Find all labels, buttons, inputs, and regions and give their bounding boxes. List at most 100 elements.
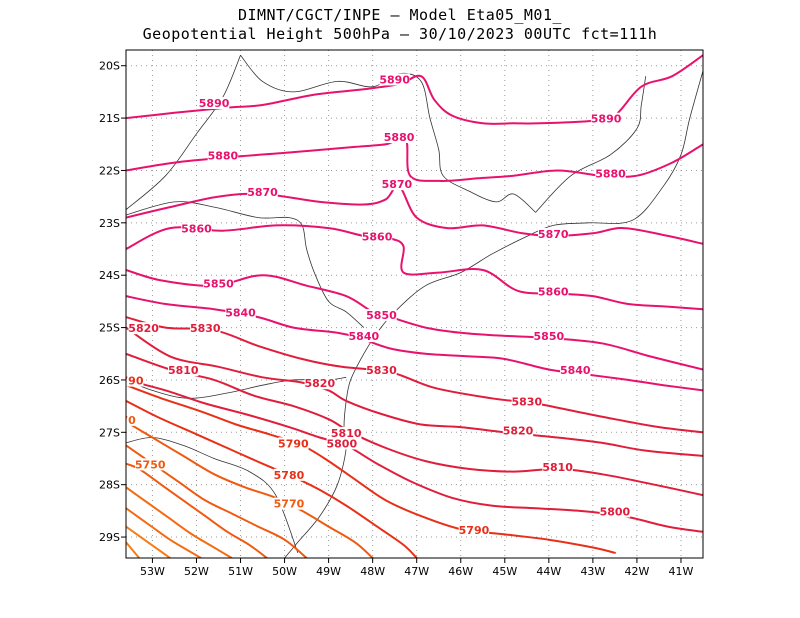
contour-label: 5860 — [538, 286, 569, 299]
contour-5730 — [126, 507, 202, 558]
contour-5740 — [126, 486, 233, 558]
longitude-axis: 53W 52W 51W 50W 49W 48W 47W 46W 45W 44W 43W 42W 41W — [140, 558, 694, 578]
contour-5780 — [126, 399, 418, 558]
geopotential-contours — [126, 54, 703, 558]
contour-label: 5870 — [382, 178, 413, 191]
contour-label: 5840 — [349, 330, 380, 343]
contour-5810 — [126, 352, 703, 497]
border-argentina — [126, 356, 127, 357]
contour-label: 5830 — [512, 396, 543, 409]
contour-label-bg — [207, 149, 239, 162]
lon-tick-label: 44W — [536, 565, 561, 578]
lat-tick-label: 22S — [99, 164, 120, 177]
lon-tick-label: 50W — [272, 565, 297, 578]
state-border-ms-sp — [126, 55, 241, 211]
contour-label-bg — [203, 277, 234, 290]
contour-label-bg — [538, 227, 569, 240]
contour-label: 5800 — [327, 437, 358, 450]
contour-label-bg — [511, 395, 543, 408]
lat-tick-label: 25S — [99, 322, 120, 335]
contour-label-bg — [458, 523, 490, 536]
contour-5870 — [126, 184, 703, 245]
contour-label: 5840 — [560, 364, 591, 377]
contour-label: 5890 — [199, 97, 230, 110]
map-title-line1: DIMNT/CGCT/INPE – Model Eta05_M01_ — [237, 6, 563, 24]
contour-label: 5850 — [534, 330, 565, 343]
contour-label: 5850 — [366, 309, 397, 322]
lon-tick-label: 49W — [316, 565, 341, 578]
lat-tick-label: 28S — [99, 479, 120, 492]
contour-label: 5880 — [595, 168, 626, 181]
lon-tick-label: 48W — [360, 565, 385, 578]
lon-tick-label: 47W — [404, 565, 429, 578]
contour-label-bg — [599, 505, 631, 518]
contour-label-bg — [381, 178, 413, 191]
contour-5720 — [126, 525, 171, 558]
contour-label: 5820 — [304, 377, 335, 390]
contour-label: 5780 — [274, 469, 305, 482]
contour-label-bg — [128, 322, 159, 335]
contour-5750 — [126, 462, 268, 558]
contour-label-bg — [247, 186, 278, 199]
contour-label: 5890 — [591, 113, 622, 126]
contour-label: 5810 — [168, 364, 199, 377]
lon-tick-label: 42W — [624, 565, 649, 578]
lon-tick-label: 51W — [228, 565, 253, 578]
coastline — [284, 70, 703, 558]
contour-label: 5840 — [225, 306, 256, 319]
contour-label: 5750 — [135, 458, 166, 471]
contour-label-bg — [560, 364, 591, 377]
lat-lon-gridlines — [126, 50, 703, 558]
contour-label: 5830 — [190, 322, 221, 335]
contour-label-bg — [278, 437, 309, 450]
map-title-line2: Geopotential Height 500hPa – 30/10/2023 … — [142, 25, 658, 43]
contour-label-bg — [135, 458, 166, 471]
contour-label-bg — [383, 131, 415, 144]
contour-label-bg — [304, 377, 336, 390]
contour-5860 — [126, 224, 703, 311]
contour-label: 5880 — [384, 131, 415, 144]
contour-label: 5870 — [247, 186, 278, 199]
contour-label: 5790 — [278, 437, 309, 450]
contour-label: 70 — [121, 414, 137, 427]
contour-label: 5790 — [459, 524, 490, 537]
lon-tick-label: 52W — [184, 565, 209, 578]
state-border-mg-sp — [240, 54, 536, 213]
contour-5820 — [126, 326, 703, 457]
contour-label-bg — [361, 230, 393, 243]
lat-tick-label: 23S — [99, 217, 120, 230]
contour-label: 5890 — [379, 73, 410, 86]
lat-tick-label: 29S — [99, 531, 120, 544]
contour-label-bg — [181, 222, 212, 235]
contour-5710 — [126, 541, 141, 558]
state-border-sc-rs — [126, 437, 299, 553]
lat-tick-label: 27S — [99, 426, 120, 439]
contour-label-bg — [225, 306, 256, 319]
contour-5840 — [126, 295, 703, 392]
contour-label: 5800 — [600, 505, 631, 518]
lat-tick-label: 21S — [99, 112, 120, 125]
contour-label-bg — [590, 112, 622, 125]
latitude-axis: 20S 21S 22S 23S 24S 25S 26S 27S 28S 29S — [99, 60, 126, 544]
lon-tick-label: 53W — [140, 565, 165, 578]
contour-label-bg — [366, 364, 397, 377]
contour-label-bg — [538, 285, 569, 298]
contour-label-bg — [533, 330, 565, 343]
state-border-mg-rj — [535, 76, 647, 213]
contour-label-bg — [168, 364, 199, 377]
lat-tick-label: 26S — [99, 374, 120, 387]
map-frame — [125, 49, 704, 559]
contour-label-bg — [595, 167, 626, 180]
contour-label: 5810 — [331, 427, 362, 440]
contour-label: 5820 — [503, 424, 534, 437]
contour-label: 5850 — [203, 278, 234, 291]
contour-label-bg — [126, 374, 144, 387]
contour-label-bg — [198, 96, 230, 109]
contour-label: 5860 — [181, 223, 212, 236]
contour-label-bg — [190, 322, 221, 335]
contour-5770 — [126, 420, 374, 558]
contour-label: 5770 — [274, 498, 305, 511]
contour-label: 5810 — [542, 461, 573, 474]
contour-label-bg — [273, 468, 305, 481]
